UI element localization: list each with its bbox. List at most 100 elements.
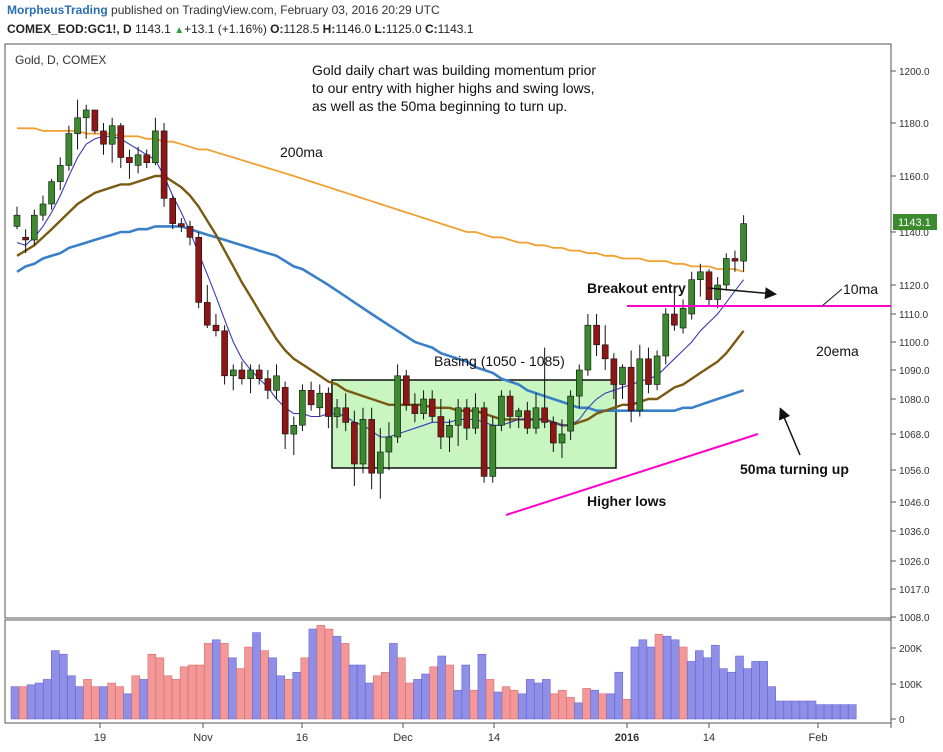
candle-body xyxy=(108,125,116,145)
candle xyxy=(653,350,661,391)
candle-body xyxy=(489,424,497,477)
candles xyxy=(13,99,747,499)
volume-bar xyxy=(340,643,350,720)
candle xyxy=(437,399,445,449)
candle-body xyxy=(65,133,73,166)
volume-bar xyxy=(759,661,768,720)
ma50-line xyxy=(16,225,745,413)
candle-body xyxy=(446,424,453,438)
candle xyxy=(480,401,488,483)
ma50-arrow xyxy=(778,407,801,456)
chart-title: Gold, D, COMEX xyxy=(15,53,106,67)
ema20-line xyxy=(16,174,745,427)
volume-bar xyxy=(799,700,809,720)
time-tick-label: 14 xyxy=(488,732,500,744)
candle xyxy=(688,271,696,320)
candle-body xyxy=(91,109,99,132)
volume-bar xyxy=(783,700,793,720)
volume-bar xyxy=(646,646,656,720)
volume-bar xyxy=(284,679,293,720)
price-tick-label: 1008.0 xyxy=(899,613,930,624)
candle xyxy=(91,109,99,134)
candle xyxy=(290,416,298,455)
candle xyxy=(30,209,38,246)
candle-body xyxy=(593,324,600,346)
volume-bar xyxy=(429,666,438,720)
volume-bar xyxy=(574,702,583,720)
candle xyxy=(714,277,721,309)
candle-body xyxy=(549,421,557,444)
candle-body xyxy=(134,154,142,166)
candle xyxy=(515,407,523,429)
candle-body xyxy=(100,130,107,145)
candle xyxy=(255,364,263,385)
volume-bar xyxy=(83,679,92,720)
candle xyxy=(558,419,566,458)
candle xyxy=(446,419,453,452)
candle-body xyxy=(722,258,730,286)
volume-bar xyxy=(147,653,157,720)
candle-body xyxy=(601,344,609,360)
price-tick-label: 1017.0 xyxy=(899,585,930,596)
candle-body xyxy=(333,407,341,417)
volume-bar xyxy=(356,664,366,720)
price-pane-border xyxy=(4,43,892,619)
volume-bar xyxy=(99,686,108,720)
candle xyxy=(22,229,29,254)
volume-bar xyxy=(397,657,406,720)
price-tick-label: 1180.0 xyxy=(899,119,929,130)
volume-bar xyxy=(34,682,44,720)
price-tick-label: 1110.0 xyxy=(899,310,929,321)
volume-bar xyxy=(477,653,487,720)
author-link[interactable]: MorpheusTrading xyxy=(7,3,108,17)
volume-bar xyxy=(542,679,551,720)
candle xyxy=(454,399,462,446)
candle-body xyxy=(653,355,661,385)
candle-body xyxy=(402,375,410,406)
volume-bar xyxy=(815,704,825,720)
candle xyxy=(48,178,55,210)
high-label: H: xyxy=(322,22,336,36)
volume-bar xyxy=(179,666,189,720)
candle-body xyxy=(126,157,133,163)
volume-bar xyxy=(195,664,205,720)
candle xyxy=(281,381,289,449)
candle xyxy=(697,263,704,297)
time-tick-label: 16 xyxy=(296,732,308,744)
candle-body xyxy=(627,366,635,412)
candle xyxy=(143,149,151,169)
breakout-arrow xyxy=(707,287,777,300)
candle xyxy=(411,393,419,423)
candle xyxy=(472,393,479,434)
candle-body xyxy=(558,433,566,444)
candle-body xyxy=(160,130,168,199)
candle xyxy=(273,364,280,399)
candle-body xyxy=(48,181,55,205)
annotation-note-line1: Gold daily chart was building momentum p… xyxy=(312,62,596,78)
volume-bar xyxy=(123,693,132,720)
volume-bar xyxy=(348,664,358,720)
candle-body xyxy=(117,125,125,158)
volume-bar xyxy=(236,668,245,720)
price-tick-label: 1056.0 xyxy=(899,466,930,477)
last-price: 1143.1 xyxy=(135,22,171,36)
label-breakout: Breakout entry xyxy=(587,280,686,296)
price-tick-label: 1160.0 xyxy=(899,172,929,183)
volume-bar xyxy=(453,689,463,720)
candle-body xyxy=(532,407,540,429)
volume-bar xyxy=(606,693,615,720)
candle-body xyxy=(498,395,505,426)
volume-bar xyxy=(590,689,599,720)
volume-bar xyxy=(719,668,728,720)
volume-bar xyxy=(364,682,374,720)
higher-lows-trendline xyxy=(505,433,759,516)
time-tick-label: 2016 xyxy=(615,732,639,744)
candle xyxy=(420,390,427,420)
candle-body xyxy=(697,271,704,280)
low-value: 1125.0 xyxy=(385,22,422,36)
volume-bars xyxy=(10,625,857,720)
candle xyxy=(351,410,358,486)
annotation-note-line3: as well as the 50ma beginning to turn up… xyxy=(312,98,567,114)
candle-body xyxy=(472,407,479,429)
